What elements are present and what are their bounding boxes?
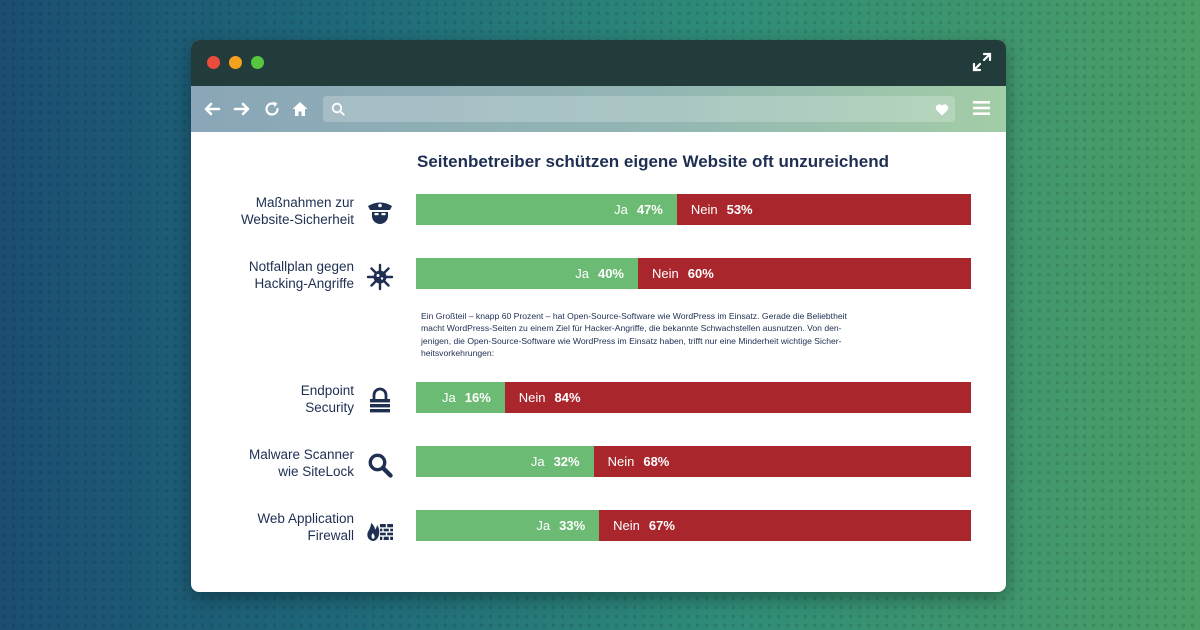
ja-label: Ja [530,454,545,469]
row-label-line: wie SiteLock [278,464,354,479]
row-label-line: Maßnahmen zur [255,195,354,210]
police-officer-icon [368,202,392,224]
ja-percent: 32% [553,454,580,469]
row-label-endpoint-security: Endpoint Security [219,382,354,416]
reload-icon[interactable] [263,100,281,118]
page-content: Seitenbetreiber schützen eigene Website … [191,132,1006,592]
ja-label: Ja [575,266,589,281]
nein-label: Nein [518,390,546,405]
bar-segment-nein: Nein 60% [638,258,971,289]
nein-percent: 84% [554,390,581,405]
home-icon[interactable] [291,100,309,118]
maximize-window-button[interactable] [251,56,264,69]
row-label-website-sicherheit: Maßnahmen zur Website-Sicherheit [219,194,354,228]
ja-label: Ja [614,202,628,217]
row-label-line: Notfallplan gegen [248,259,354,274]
close-window-button[interactable] [207,56,220,69]
nein-label: Nein [613,518,640,533]
ja-label: Ja [442,390,456,405]
nein-percent: 67% [648,518,675,533]
ja-percent: 47% [636,202,663,217]
row-label-line: Website-Sicherheit [240,212,354,227]
info-paragraph: Ein Großteil – knapp 60 Prozent – hat Op… [421,310,956,359]
nein-percent: 60% [687,266,714,281]
row-label-notfallplan: Notfallplan gegen Hacking-Angriffe [219,258,354,292]
row-label-line: Malware Scanner [248,447,354,462]
nein-percent: 68% [643,454,670,469]
bar-row: Ja 16% Nein 84% [416,382,971,413]
menu-icon[interactable] [973,99,990,117]
nein-label: Nein [607,454,635,469]
nein-label: Nein [652,266,679,281]
info-line: Ein Großteil – knapp 60 Prozent – hat Op… [421,311,847,321]
bar-segment-ja: Ja 16% [416,382,505,413]
info-line: jenigen, die Open-Source-Software wie Wo… [421,335,842,346]
bar-segment-ja: Ja 33% [416,510,600,541]
bar-row: Ja 33% Nein 67% [416,510,971,541]
bar-segment-nein: Nein 84% [504,382,971,413]
ja-percent: 33% [559,518,586,533]
bar-segment-ja: Ja 40% [416,258,638,289]
bar-segment-ja: Ja 32% [416,446,594,477]
ja-label: Ja [536,518,551,533]
magnifier-icon [368,453,393,478]
row-label-web-application-firewall: Web Application Firewall [219,510,354,544]
bar-row: Ja 40% Nein 60% [416,258,971,289]
expand-icon[interactable] [972,52,992,72]
forward-arrow-icon[interactable] [233,100,251,118]
row-label-line: Hacking-Angriffe [254,276,354,291]
ja-percent: 16% [464,390,491,405]
firewall-icon [367,523,393,541]
url-input[interactable] [351,96,925,124]
chart-title: Seitenbetreiber schützen eigene Website … [417,152,889,171]
bar-row: Ja 32% Nein 68% [416,446,971,477]
bar-row: Ja 47% Nein 53% [416,194,971,225]
bar-segment-nein: Nein 68% [593,446,971,477]
heart-icon[interactable] [935,103,949,116]
navigation-bar [191,86,1006,132]
title-bar [191,40,1006,86]
address-bar[interactable] [323,96,955,124]
row-label-line: Web Application [257,511,354,526]
row-label-line: Security [305,400,354,415]
browser-window: Seitenbetreiber schützen eigene Website … [191,40,1006,592]
info-line: heitsvorkehrungen: [421,347,495,358]
nein-percent: 53% [726,202,753,217]
row-label-malware-scanner: Malware Scanner wie SiteLock [219,446,354,480]
search-icon [331,102,345,116]
bar-segment-nein: Nein 67% [599,510,971,541]
padlock-icon [370,387,390,413]
row-label-line: Endpoint [300,383,354,398]
minimize-window-button[interactable] [229,56,242,69]
bar-segment-nein: Nein 53% [676,194,971,225]
ja-percent: 40% [597,266,624,281]
info-line: macht WordPress-Seiten zu einem Ziel für… [421,323,842,334]
row-label-line: Firewall [307,528,354,543]
bar-segment-ja: Ja 47% [416,194,677,225]
nein-label: Nein [690,202,718,217]
virus-icon [366,263,394,291]
back-arrow-icon[interactable] [203,100,221,118]
